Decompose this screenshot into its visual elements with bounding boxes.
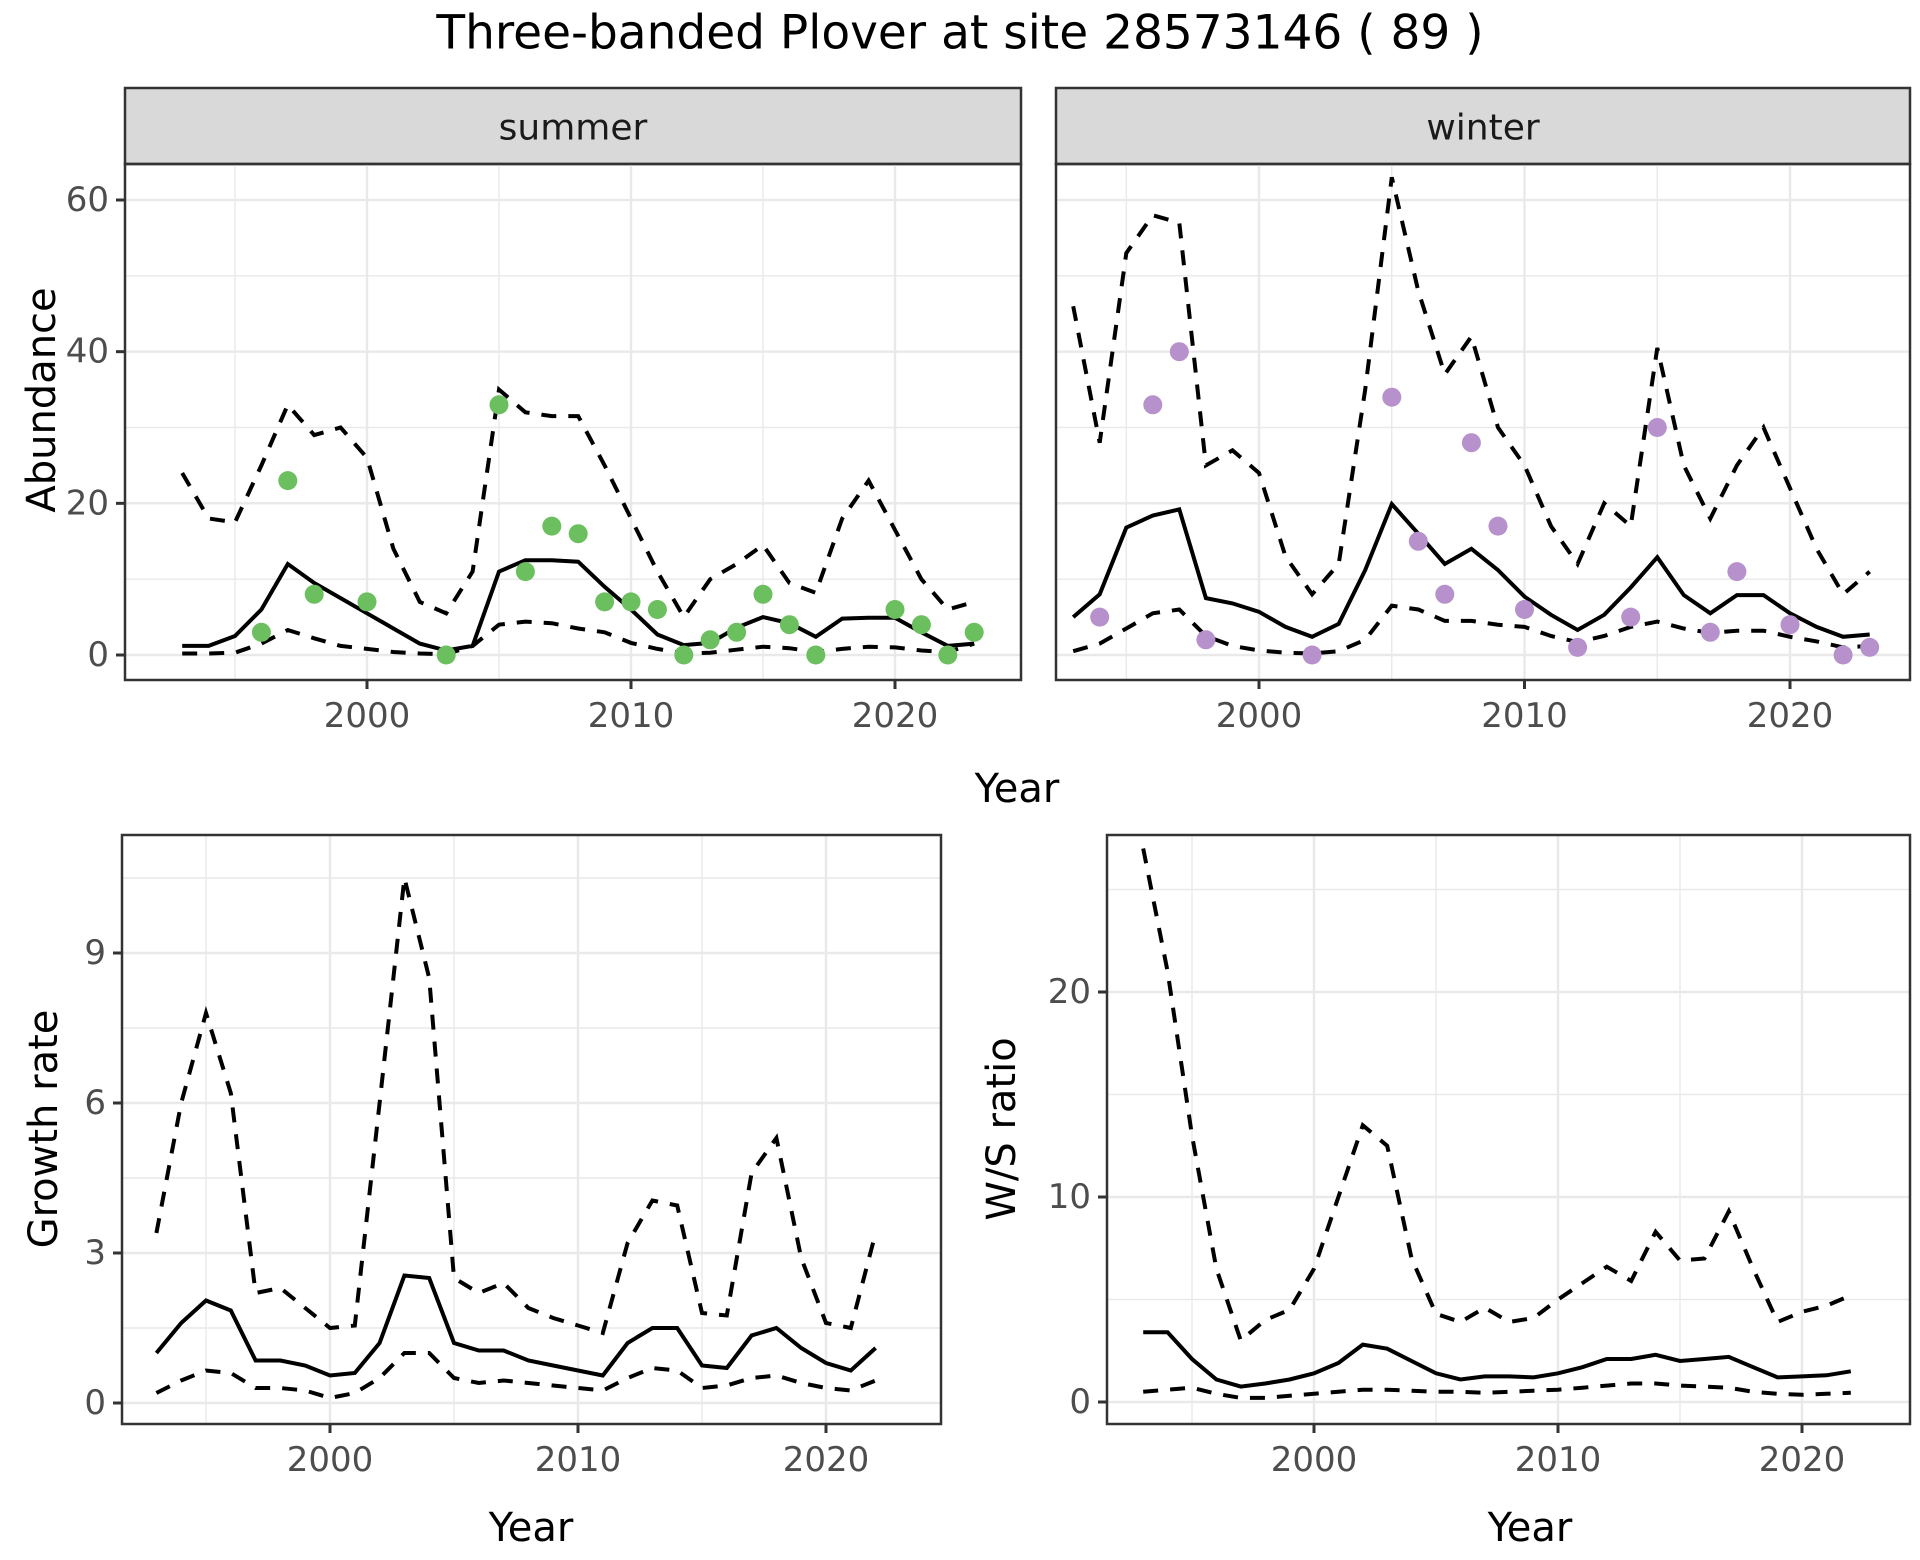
data-point: [727, 622, 747, 642]
y-axis-title-growth-rate: Growth rate: [21, 1009, 67, 1249]
x-axis-title-year-top: Year: [974, 766, 1060, 812]
data-point: [357, 592, 377, 612]
x-tick-label: 2000: [287, 1440, 374, 1480]
y-tick-label: 3: [84, 1233, 106, 1273]
facet-strip-label: summer: [499, 108, 648, 149]
data-point: [806, 645, 826, 665]
data-point: [1727, 562, 1747, 582]
data-point: [1700, 622, 1720, 642]
data-point: [542, 516, 562, 536]
data-point: [621, 592, 641, 612]
panel-border: [1054, 162, 1912, 682]
x-tick-label: 2010: [588, 696, 675, 736]
panel-growth_rate: [122, 835, 941, 1424]
upper-95ci-line: [1071, 176, 1871, 598]
data-point: [674, 645, 694, 665]
data-point: [1302, 645, 1322, 665]
data-point: [1833, 645, 1853, 665]
panel-abundance_summer: [125, 164, 1021, 680]
upper-95ci-line: [180, 385, 975, 621]
data-point: [700, 630, 720, 650]
data-point: [964, 622, 984, 642]
y-tick-label: 6: [84, 1083, 106, 1123]
median-line: [1143, 1330, 1852, 1389]
x-tick-label: 2010: [535, 1440, 622, 1480]
data-point: [515, 562, 535, 582]
y-tick-label: 20: [66, 483, 109, 523]
panel-border: [1105, 833, 1912, 1426]
data-point: [1169, 342, 1189, 362]
data-point: [1143, 395, 1163, 415]
data-point: [938, 645, 958, 665]
x-axis-title-year-bottom-left: Year: [488, 1505, 574, 1551]
data-point: [647, 600, 667, 619]
facet-strip: [1054, 86, 1912, 166]
facet-strip-label: winter: [1426, 108, 1540, 149]
lower-95ci-line: [1143, 1381, 1851, 1400]
x-tick-label: 2000: [1216, 696, 1303, 736]
data-point: [911, 615, 931, 635]
figure-title: Three-banded Plover at site 28573146 ( 8…: [436, 5, 1484, 61]
y-tick-label: 20: [1048, 972, 1091, 1012]
data-point: [1647, 418, 1667, 437]
data-point: [1382, 387, 1402, 407]
panel-border: [120, 833, 943, 1426]
x-tick-label: 2020: [1747, 696, 1834, 736]
lower-95ci-line: [182, 619, 975, 657]
y-tick-label: 0: [84, 1383, 106, 1423]
data-point: [753, 584, 773, 604]
y-axis-title-ws-ratio: W/S ratio: [979, 1037, 1025, 1221]
data-point: [1090, 607, 1110, 627]
data-point: [304, 584, 324, 604]
data-point: [1435, 584, 1455, 604]
data-point: [251, 622, 271, 642]
data-point: [1621, 607, 1641, 627]
data-point: [568, 524, 588, 544]
x-tick-label: 2010: [1515, 1440, 1602, 1480]
x-tick-label: 2000: [1271, 1440, 1358, 1480]
lower-95ci-line: [1072, 603, 1870, 656]
data-point: [1860, 637, 1880, 657]
y-tick-label: 40: [66, 332, 109, 372]
y-tick-label: 0: [87, 635, 109, 675]
data-point: [1408, 531, 1428, 551]
median-line: [182, 558, 975, 653]
x-tick-label: 2020: [783, 1440, 870, 1480]
x-tick-label: 2020: [852, 696, 939, 736]
median-line: [1071, 500, 1870, 639]
median-line: [154, 1273, 877, 1378]
data-point: [489, 395, 509, 415]
lower-95ci-line: [155, 1351, 877, 1401]
y-tick-label: 10: [1048, 1177, 1091, 1217]
y-tick-label: 60: [66, 180, 109, 220]
data-point: [779, 615, 799, 635]
data-point: [1196, 630, 1216, 650]
panel-abundance_winter: [1056, 164, 1910, 680]
data-point: [1461, 433, 1481, 453]
data-point: [1780, 615, 1800, 635]
data-point: [1488, 516, 1508, 536]
panel-border: [123, 162, 1023, 682]
upper-95ci-line: [1141, 848, 1852, 1344]
x-tick-label: 2020: [1759, 1440, 1846, 1480]
x-tick-label: 2010: [1481, 696, 1568, 736]
x-axis-title-year-bottom-right: Year: [1487, 1505, 1573, 1551]
y-tick-label: 9: [84, 933, 106, 973]
y-tick-label: 0: [1069, 1382, 1091, 1422]
data-point: [1568, 637, 1588, 657]
data-point: [595, 592, 615, 612]
y-axis-title-abundance: Abundance: [19, 287, 65, 513]
data-point: [278, 471, 298, 491]
data-point: [885, 600, 905, 619]
upper-95ci-line: [154, 877, 878, 1336]
x-tick-label: 2000: [324, 696, 411, 736]
data-point: [436, 645, 456, 665]
facet-strip: [123, 86, 1023, 166]
panel-ws_ratio: [1107, 835, 1910, 1424]
data-point: [1515, 600, 1534, 619]
